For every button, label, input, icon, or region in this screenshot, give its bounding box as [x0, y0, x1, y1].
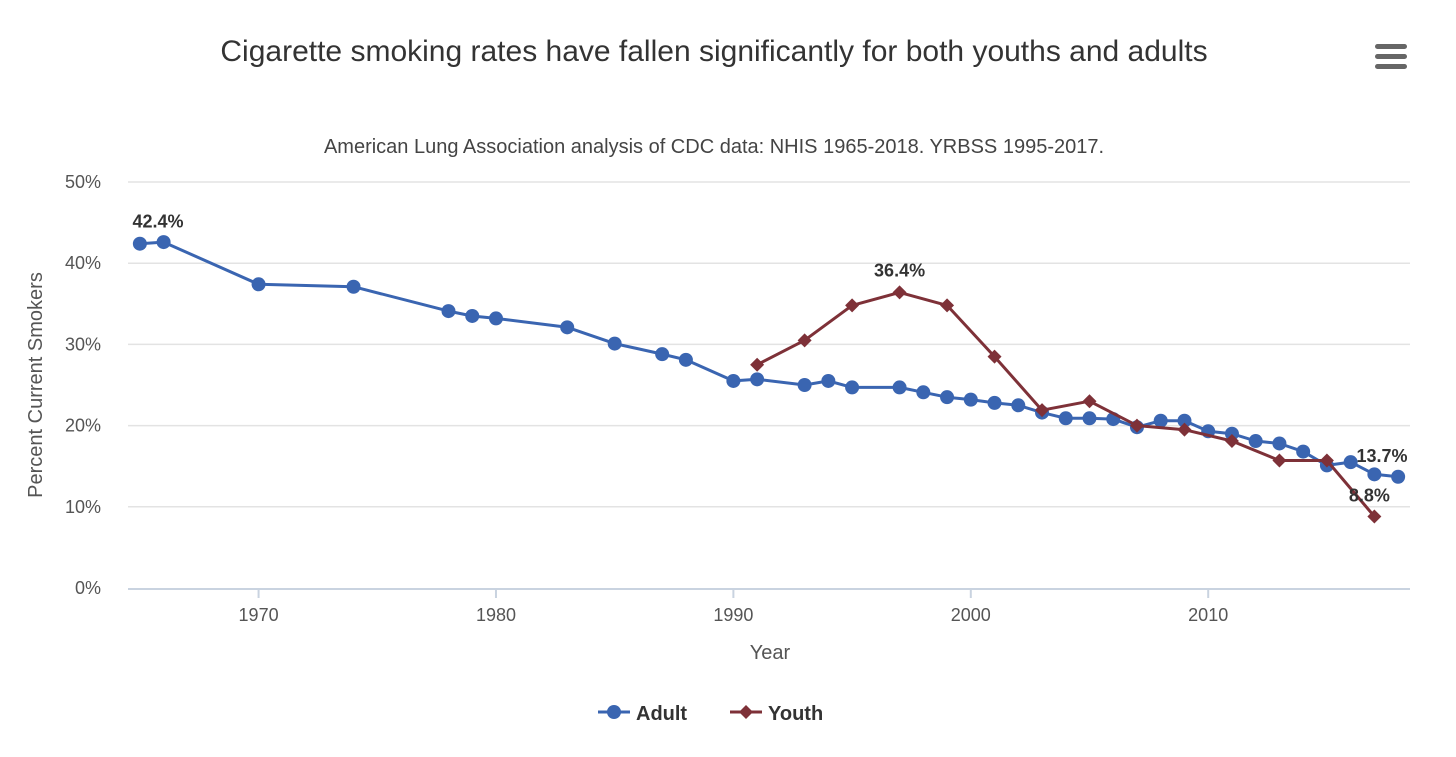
- data-point-youth[interactable]: [1224, 434, 1239, 449]
- legend-marker: [607, 705, 621, 719]
- data-point-adult[interactable]: [845, 380, 860, 395]
- series-adult: [132, 235, 1406, 484]
- data-point-adult[interactable]: [132, 236, 147, 251]
- grid-layer: [128, 181, 1410, 508]
- data-label-adult: 13.7%: [1356, 446, 1407, 466]
- chart-subtitle: American Lung Association analysis of CD…: [324, 136, 1104, 158]
- data-point-adult[interactable]: [678, 352, 693, 367]
- legend-item-adult[interactable]: Adult: [598, 703, 687, 725]
- data-point-youth[interactable]: [987, 349, 1002, 364]
- data-point-adult[interactable]: [465, 308, 480, 323]
- data-point-youth[interactable]: [1319, 453, 1334, 468]
- data-point-adult[interactable]: [1391, 469, 1406, 484]
- data-point-youth[interactable]: [845, 298, 860, 313]
- data-point-adult[interactable]: [963, 392, 978, 407]
- data-point-youth[interactable]: [1129, 418, 1144, 433]
- hamburger-menu-icon[interactable]: [1366, 36, 1416, 76]
- data-point-adult[interactable]: [1248, 434, 1263, 449]
- data-point-adult[interactable]: [1153, 413, 1168, 428]
- data-point-youth[interactable]: [1082, 394, 1097, 409]
- data-label-youth: 36.4%: [874, 260, 925, 280]
- legend-label: Youth: [768, 703, 823, 725]
- data-point-youth[interactable]: [750, 357, 765, 372]
- data-point-adult[interactable]: [1296, 444, 1311, 459]
- y-tick-label: 20%: [65, 416, 101, 436]
- data-point-adult[interactable]: [1343, 455, 1358, 470]
- data-point-youth[interactable]: [797, 333, 812, 348]
- chart-title: Cigarette smoking rates have fallen sign…: [220, 35, 1207, 68]
- data-point-youth[interactable]: [1177, 422, 1192, 437]
- data-point-adult[interactable]: [940, 390, 955, 405]
- legend-label: Adult: [636, 703, 687, 725]
- data-point-youth[interactable]: [892, 285, 907, 300]
- x-tick-label: 1970: [239, 605, 279, 625]
- data-point-adult[interactable]: [1272, 436, 1287, 451]
- data-point-youth[interactable]: [940, 298, 955, 313]
- data-point-adult[interactable]: [1011, 398, 1026, 413]
- data-point-adult[interactable]: [821, 373, 836, 388]
- data-point-adult[interactable]: [560, 320, 575, 335]
- y-tick-label: 50%: [65, 172, 101, 192]
- data-point-adult[interactable]: [607, 336, 622, 351]
- data-point-adult[interactable]: [346, 279, 361, 294]
- y-axis-title: Percent Current Smokers: [25, 272, 47, 498]
- series-layer: [132, 235, 1406, 524]
- data-point-adult[interactable]: [655, 347, 670, 362]
- data-point-youth[interactable]: [1272, 453, 1287, 468]
- data-point-youth[interactable]: [1367, 509, 1382, 524]
- data-point-adult[interactable]: [1224, 426, 1239, 441]
- data-point-adult[interactable]: [750, 372, 765, 387]
- data-point-adult[interactable]: [1082, 411, 1097, 426]
- y-tick-label: 0%: [75, 578, 101, 598]
- legend-item-youth[interactable]: Youth: [730, 703, 823, 725]
- x-tick-label: 1980: [476, 605, 516, 625]
- data-label-layer: 42.4% 36.4% 13.7% 8.8%: [132, 212, 1407, 506]
- data-label-adult: 42.4%: [132, 212, 183, 232]
- legend-marker: [739, 705, 753, 719]
- x-tick-label: 2000: [951, 605, 991, 625]
- data-point-adult[interactable]: [1367, 467, 1382, 482]
- data-point-adult[interactable]: [726, 373, 741, 388]
- data-point-adult[interactable]: [987, 395, 1002, 410]
- series-youth: [750, 285, 1382, 524]
- data-point-youth[interactable]: [1035, 403, 1050, 418]
- data-label-youth: 8.8%: [1349, 486, 1390, 506]
- series-line-youth: [756, 290, 1376, 518]
- x-axis-title: Year: [750, 642, 791, 664]
- data-point-adult[interactable]: [251, 277, 266, 292]
- data-point-adult[interactable]: [1177, 413, 1192, 428]
- x-tick-label: 2010: [1188, 605, 1228, 625]
- data-point-adult[interactable]: [1058, 411, 1073, 426]
- data-point-adult[interactable]: [892, 380, 907, 395]
- y-tick-label: 40%: [65, 253, 101, 273]
- y-tick-label: 10%: [65, 497, 101, 517]
- x-tick-label: 1990: [713, 605, 753, 625]
- legend: Adult Youth: [598, 703, 823, 725]
- data-point-adult[interactable]: [441, 304, 456, 319]
- axis-layer: 0% 10% 20% 30% 40% 50% 1970 1980 1990 2000 2010: [65, 172, 1410, 625]
- data-point-adult[interactable]: [916, 385, 931, 400]
- data-point-adult[interactable]: [488, 311, 503, 326]
- data-point-adult[interactable]: [797, 378, 812, 392]
- data-point-adult[interactable]: [156, 235, 171, 250]
- y-tick-label: 30%: [65, 334, 101, 354]
